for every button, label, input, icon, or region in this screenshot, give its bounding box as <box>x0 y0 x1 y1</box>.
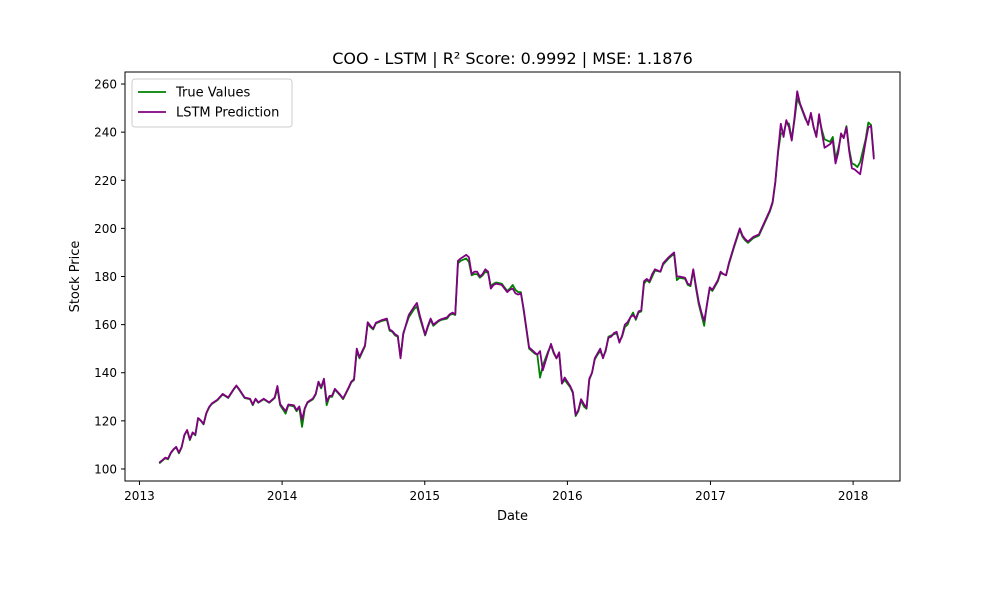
legend-box <box>131 78 293 128</box>
y-tick-label: 160 <box>94 318 117 332</box>
x-tick-label: 2014 <box>267 489 298 503</box>
x-tick-label: 2013 <box>124 489 155 503</box>
x-tick-label: 2017 <box>695 489 726 503</box>
y-tick-label: 140 <box>94 366 117 380</box>
x-tick-label: 2016 <box>552 489 583 503</box>
y-tick-label: 260 <box>94 78 117 92</box>
legend-label-lstm-prediction: LSTM Prediction <box>176 106 279 121</box>
x-tick-label: 2018 <box>838 489 869 503</box>
y-tick-label: 100 <box>94 462 117 476</box>
y-tick-label: 180 <box>94 270 117 284</box>
x-axis-label: Date <box>497 509 528 524</box>
series-line-lstm-prediction <box>158 90 875 464</box>
chart-title: COO - LSTM | R² Score: 0.9992 | MSE: 1.1… <box>332 49 693 68</box>
y-tick-label: 200 <box>94 222 117 236</box>
legend: True Values LSTM Prediction <box>131 78 293 128</box>
y-axis-label: Stock Price <box>68 241 83 313</box>
y-tick-label: 240 <box>94 126 117 140</box>
y-tick-label: 220 <box>94 174 117 188</box>
x-axis: 2013 2014 2015 2016 2017 2018 <box>124 481 868 503</box>
x-tick-label: 2015 <box>409 489 440 503</box>
legend-label-true-values: True Values <box>175 86 250 101</box>
y-tick-label: 120 <box>94 414 117 428</box>
y-axis: 100 120 140 160 180 200 220 240 260 <box>94 78 125 476</box>
series-layer <box>158 90 875 464</box>
